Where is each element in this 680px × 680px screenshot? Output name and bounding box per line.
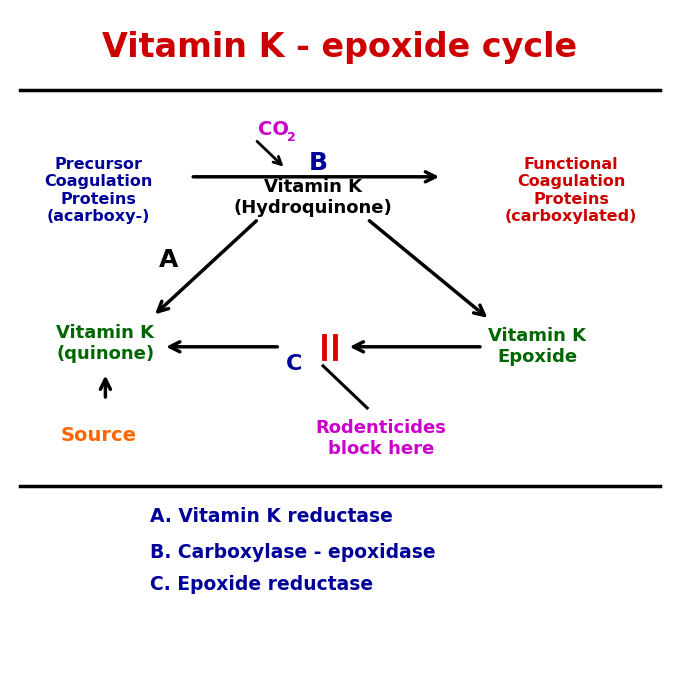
Text: CO: CO bbox=[258, 120, 290, 139]
Text: Vitamin K - epoxide cycle: Vitamin K - epoxide cycle bbox=[103, 31, 577, 64]
Text: B. Carboxylase - epoxidase: B. Carboxylase - epoxidase bbox=[150, 543, 435, 562]
Text: A: A bbox=[159, 248, 178, 272]
Text: Vitamin K
Epoxide: Vitamin K Epoxide bbox=[488, 327, 586, 367]
Text: C: C bbox=[286, 354, 302, 373]
Text: 2: 2 bbox=[287, 131, 296, 144]
Text: Functional
Coagulation
Proteins
(carboxylated): Functional Coagulation Proteins (carboxy… bbox=[505, 157, 637, 224]
Text: Source: Source bbox=[61, 426, 137, 445]
Text: Rodenticides
block here: Rodenticides block here bbox=[316, 419, 446, 458]
Text: Vitamin K
(Hydroquinone): Vitamin K (Hydroquinone) bbox=[233, 177, 392, 217]
Text: A. Vitamin K reductase: A. Vitamin K reductase bbox=[150, 507, 392, 526]
Text: Precursor
Coagulation
Proteins
(acarboxy-): Precursor Coagulation Proteins (acarboxy… bbox=[44, 157, 153, 224]
Text: Vitamin K
(quinone): Vitamin K (quinone) bbox=[56, 324, 154, 363]
Text: C. Epoxide reductase: C. Epoxide reductase bbox=[150, 575, 373, 594]
Text: B: B bbox=[309, 151, 328, 175]
